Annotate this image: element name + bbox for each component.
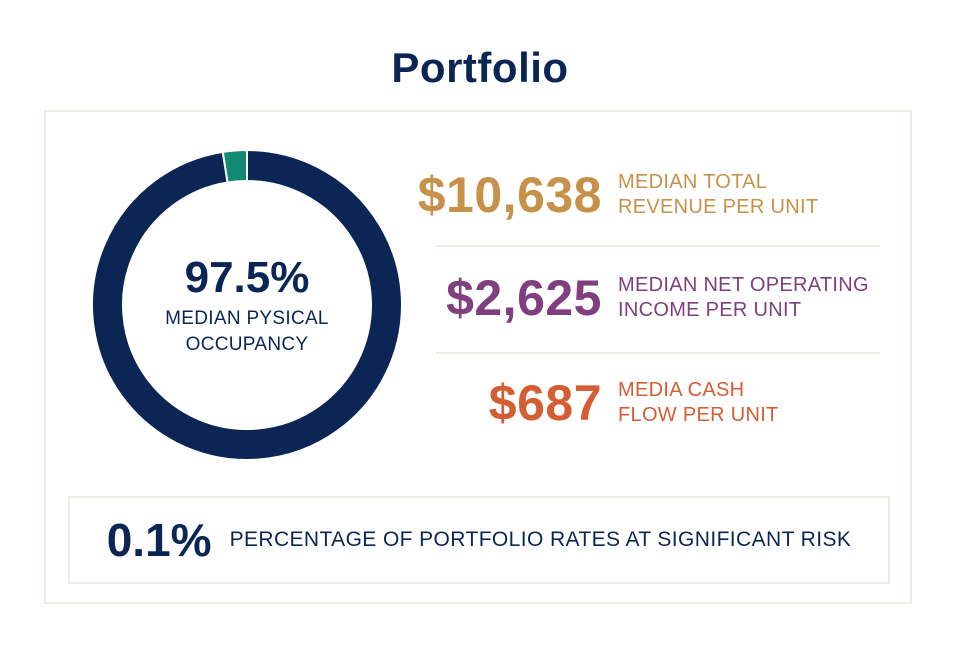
metric-noi: $2,625 MEDIAN NET OPERATING INCOME PER U… (410, 263, 890, 333)
metric-cash-flow: $687 MEDIA CASH FLOW PER UNIT (410, 368, 890, 438)
noi-value: $2,625 (446, 270, 602, 326)
risk-box: 0.1% PERCENTAGE OF PORTFOLIO RATES AT SI… (68, 496, 890, 584)
cash-flow-value: $687 (488, 375, 602, 431)
divider (436, 352, 880, 354)
revenue-label: MEDIAN TOTAL REVENUE PER UNIT (618, 171, 819, 218)
occupancy-label: MEDIAN PYSICAL OCCUPANCY (165, 308, 329, 355)
donut-center-text: 97.5% MEDIAN PYSICAL OCCUPANCY (92, 252, 402, 358)
divider (436, 245, 880, 247)
risk-label: PERCENTAGE OF PORTFOLIO RATES AT SIGNIFI… (229, 528, 852, 551)
donut-slice-1 (221, 150, 248, 184)
cash-flow-label: MEDIA CASH FLOW PER UNIT (618, 379, 779, 426)
donut-slice-0 (92, 150, 402, 460)
page-title: Portfolio (391, 44, 569, 91)
occupancy-donut-chart (92, 150, 402, 460)
risk-value: 0.1% (106, 514, 212, 566)
stats-panel (44, 110, 912, 604)
noi-label: MEDIAN NET OPERATING INCOME PER UNIT (618, 274, 869, 321)
occupancy-value: 97.5% (184, 253, 310, 302)
revenue-value: $10,638 (417, 167, 602, 223)
metric-revenue: $10,638 MEDIAN TOTAL REVENUE PER UNIT (410, 160, 890, 230)
